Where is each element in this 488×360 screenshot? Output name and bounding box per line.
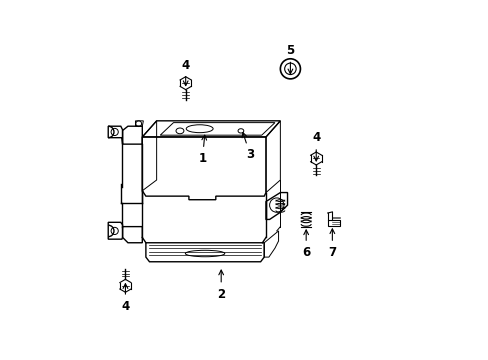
Text: 4: 4 [181, 59, 189, 86]
Text: 5: 5 [285, 44, 294, 74]
Text: 4: 4 [121, 284, 129, 313]
Text: 2: 2 [217, 270, 225, 301]
Text: 3: 3 [242, 132, 254, 161]
Text: 1: 1 [198, 135, 206, 165]
Text: 7: 7 [327, 229, 336, 259]
Text: 6: 6 [302, 230, 310, 259]
Text: 4: 4 [311, 131, 320, 161]
